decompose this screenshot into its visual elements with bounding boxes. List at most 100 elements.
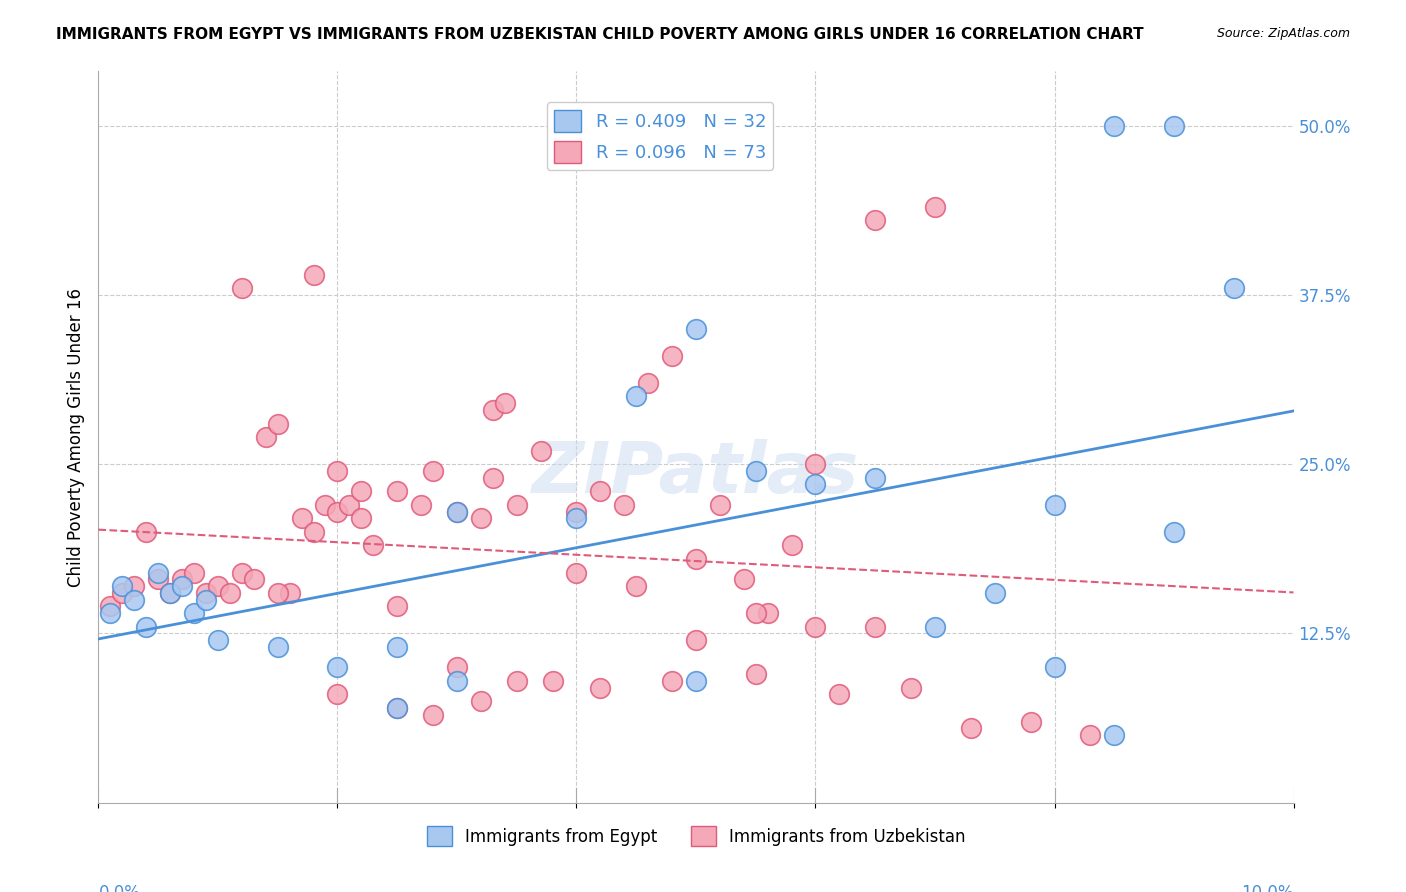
Point [195,586,218,600]
Point [385,701,409,715]
Point [231,566,253,580]
Point [159,586,181,600]
Point [385,599,409,614]
Point [172,579,194,593]
Point [804,477,827,491]
Point [565,566,588,580]
Point [267,586,290,600]
Point [1019,714,1042,729]
Point [172,572,194,586]
Point [98,606,122,620]
Point [254,430,277,444]
Point [267,417,290,431]
Point [733,572,755,586]
Point [589,681,612,695]
Point [1043,498,1066,512]
Point [291,511,314,525]
Point [195,592,218,607]
Point [589,484,612,499]
Point [470,694,492,708]
Point [326,505,349,519]
Point [326,688,349,702]
Point [278,586,301,600]
Point [1223,281,1246,295]
Point [111,586,134,600]
Point [219,586,242,600]
Text: 0.0%: 0.0% [98,884,141,892]
Point [326,660,349,674]
Point [326,464,349,478]
Point [411,498,433,512]
Point [315,498,337,512]
Point [339,498,361,512]
Point [745,606,768,620]
Point [243,572,266,586]
Text: 10.0%: 10.0% [1241,884,1294,892]
Point [350,511,373,525]
Y-axis label: Child Poverty Among Girls Under 16: Child Poverty Among Girls Under 16 [66,287,84,587]
Point [709,498,731,512]
Point [422,707,444,722]
Point [637,376,659,390]
Point [267,640,290,654]
Point [924,620,946,634]
Point [960,721,983,735]
Point [302,524,325,539]
Point [470,511,492,525]
Point [183,566,205,580]
Point [685,322,707,336]
Text: Source: ZipAtlas.com: Source: ZipAtlas.com [1216,27,1350,40]
Point [865,620,887,634]
Point [865,471,887,485]
Point [506,498,529,512]
Point [482,471,505,485]
Point [1104,728,1126,742]
Point [1163,524,1185,539]
Point [135,620,157,634]
Point [183,606,205,620]
Point [446,673,468,688]
Point [124,592,146,607]
Point [350,484,373,499]
Point [385,484,409,499]
Point [363,538,385,552]
Point [865,213,887,227]
Point [541,673,564,688]
Legend: Immigrants from Egypt, Immigrants from Uzbekistan: Immigrants from Egypt, Immigrants from U… [420,820,972,853]
Point [159,586,181,600]
Point [626,389,648,403]
Point [685,673,707,688]
Point [482,403,505,417]
Point [613,498,636,512]
Point [506,673,529,688]
Point [148,566,170,580]
Point [98,599,122,614]
Point [1043,660,1066,674]
Point [302,268,325,282]
Point [446,505,468,519]
Point [804,620,827,634]
Point [900,681,922,695]
Point [1104,119,1126,133]
Point [661,673,683,688]
Point [422,464,444,478]
Point [207,633,229,648]
Point [530,443,553,458]
Point [756,606,779,620]
Text: IMMIGRANTS FROM EGYPT VS IMMIGRANTS FROM UZBEKISTAN CHILD POVERTY AMONG GIRLS UN: IMMIGRANTS FROM EGYPT VS IMMIGRANTS FROM… [56,27,1144,42]
Point [148,572,170,586]
Point [626,579,648,593]
Point [446,660,468,674]
Point [565,505,588,519]
Point [446,505,468,519]
Point [745,464,768,478]
Point [385,701,409,715]
Point [124,579,146,593]
Point [207,579,229,593]
Point [661,349,683,363]
Point [804,457,827,471]
Point [385,640,409,654]
Point [780,538,803,552]
Point [1163,119,1185,133]
Point [1080,728,1102,742]
